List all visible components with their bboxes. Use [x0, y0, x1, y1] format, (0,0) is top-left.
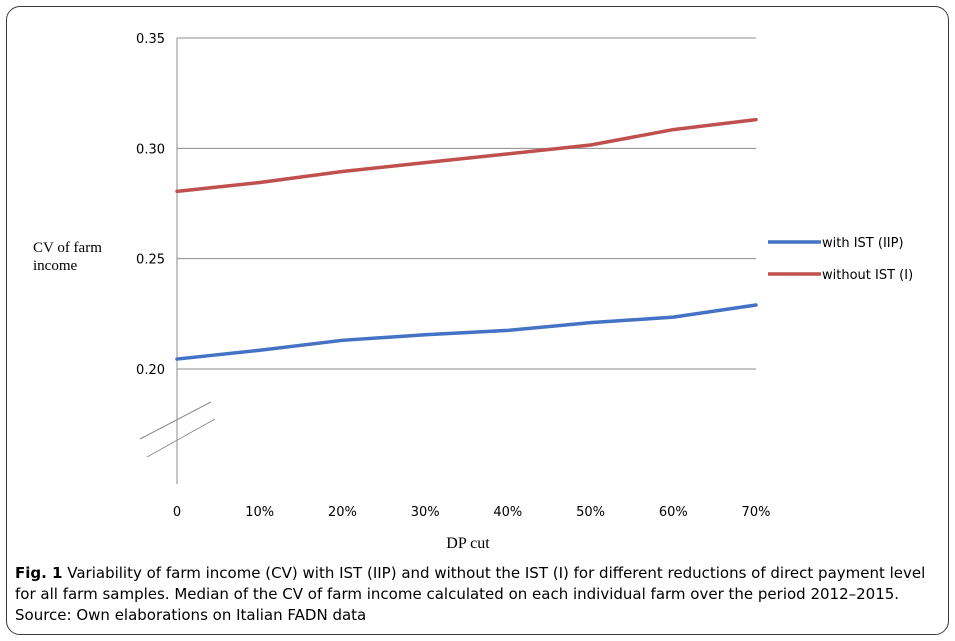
- y-tick-label: 0.30: [136, 142, 165, 157]
- caption-text: Variability of farm income (CV) with IST…: [15, 564, 926, 624]
- gridlines: [177, 37, 756, 370]
- figure-caption: Fig. 1 Variability of farm income (CV) w…: [15, 563, 945, 626]
- legend: with IST (IIP) without IST (I): [768, 236, 913, 283]
- series-line-1: [175, 117, 758, 194]
- y-axis-label-line-2: income: [33, 258, 77, 274]
- x-tick-label: 30%: [411, 505, 440, 520]
- figure-frame: 0.20 0.25 0.30 0.35 0 10% 20% 30% 40% 50% 60% 70% w…: [6, 6, 949, 635]
- line-chart: 0.20 0.25 0.30 0.35 0 10% 20% 30% 40% 50% 60% 70% w…: [33, 32, 913, 552]
- x-tick-label: 10%: [245, 505, 274, 520]
- x-tick-label: 50%: [576, 505, 605, 520]
- x-axis-label: DP cut: [446, 535, 490, 552]
- x-tick-label: 70%: [742, 505, 771, 520]
- y-tick-label: 0.35: [136, 32, 165, 47]
- x-tick-label: 60%: [659, 505, 688, 520]
- legend-label-0: with IST (IIP): [822, 236, 904, 251]
- series-lines: [175, 117, 758, 361]
- y-tick-label: 0.20: [136, 363, 165, 378]
- y-axis-label-line-1: CV of farm: [33, 240, 102, 256]
- x-tick-label: 0: [173, 505, 181, 520]
- axes: [139, 38, 216, 484]
- axis-break-mark: [146, 418, 216, 458]
- legend-label-1: without IST (I): [822, 268, 913, 283]
- series-line-0: [175, 303, 758, 361]
- x-tick-label: 40%: [493, 505, 522, 520]
- axis-break-mark: [139, 401, 212, 440]
- x-tick-label: 20%: [328, 505, 357, 520]
- y-tick-label: 0.25: [136, 253, 165, 268]
- caption-label: Fig. 1: [15, 564, 63, 582]
- tick-labels: 0.20 0.25 0.30 0.35 0 10% 20% 30% 40% 50% 60% 70%: [136, 32, 770, 520]
